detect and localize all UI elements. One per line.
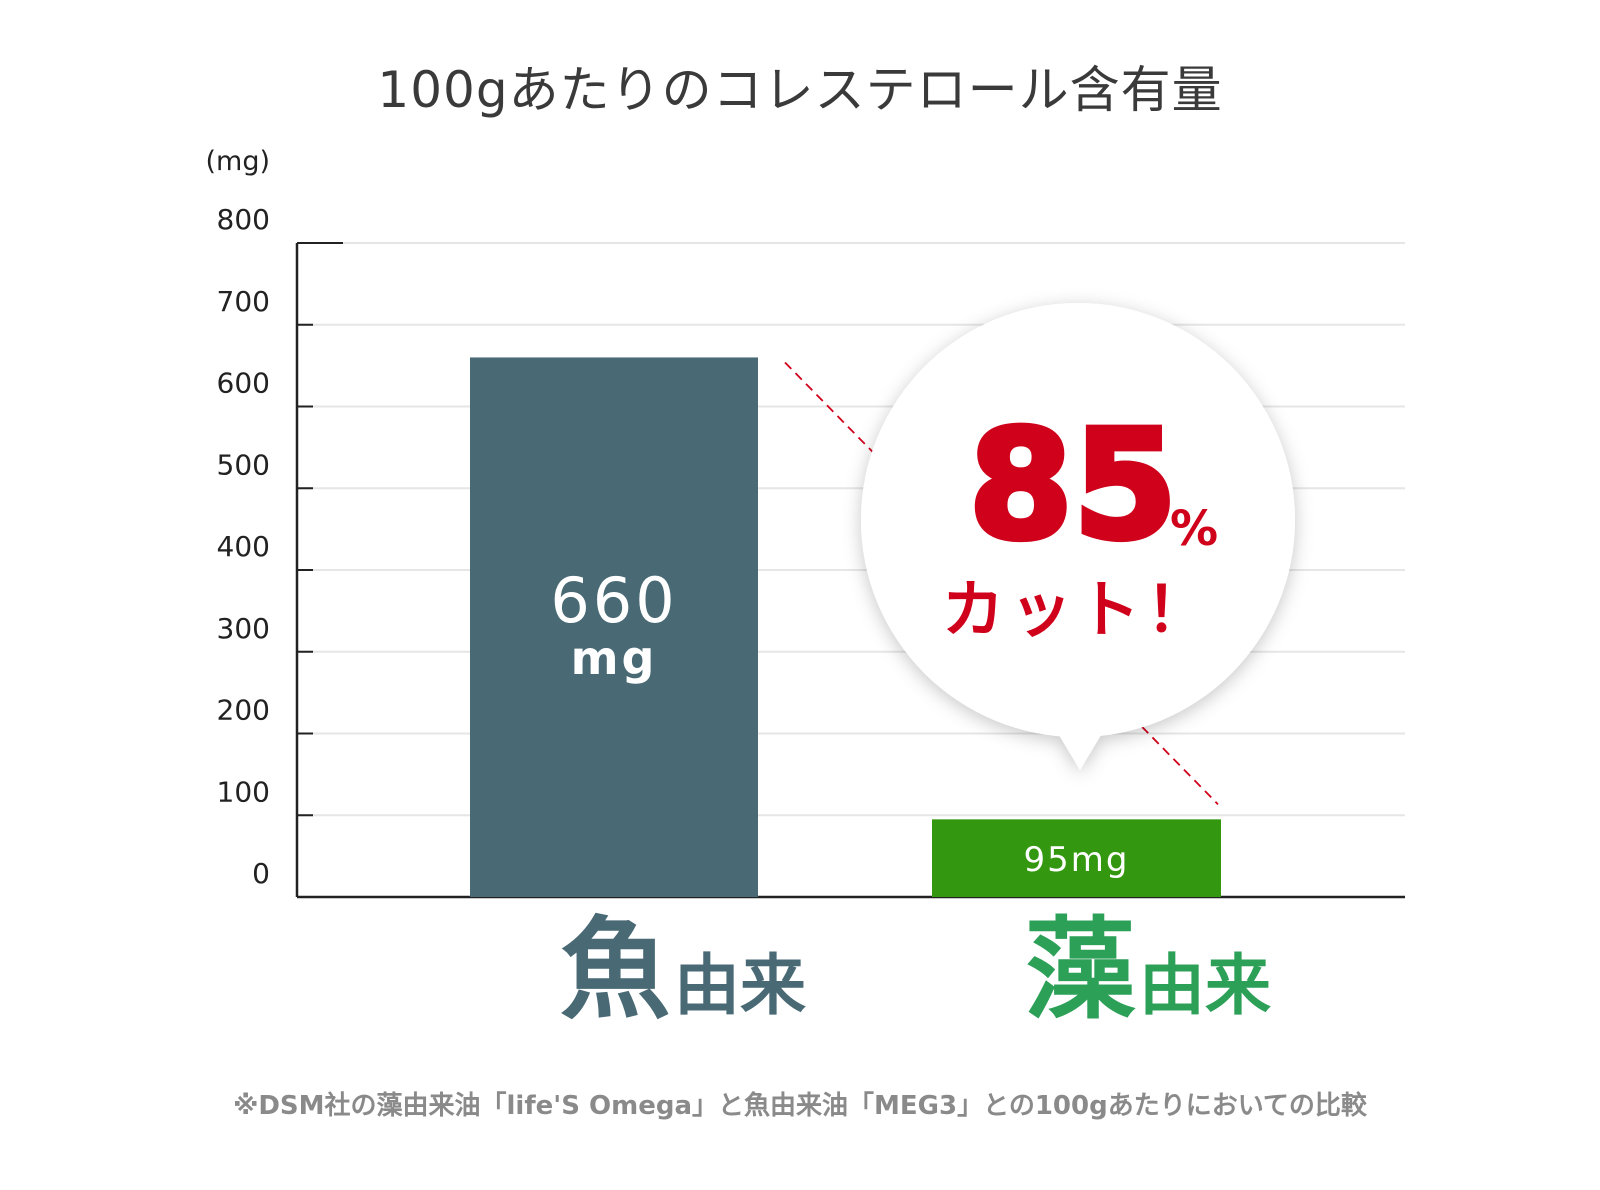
y-tick-label: 400	[217, 530, 270, 563]
bar-fish-value-label: 660	[550, 564, 677, 637]
category-label-algae-suffix: 由来	[1139, 947, 1271, 1024]
y-tick-label: 200	[217, 694, 270, 727]
callout-percent-sign: %	[1170, 501, 1218, 557]
callout-percent-value: 85	[969, 399, 1178, 573]
chart-title: 100gあたりのコレステロール含有量	[377, 61, 1223, 119]
callout-bubble	[861, 303, 1295, 770]
reduction-dashed-line	[784, 361, 1219, 805]
callout-pointer	[1050, 720, 1110, 770]
bar-algae-value-label: 95mg	[1024, 840, 1130, 880]
y-axis-unit-label: (mg)	[205, 146, 270, 177]
category-label-algae-main: 藻	[1025, 906, 1135, 1034]
y-tick-label: 300	[217, 612, 270, 645]
y-tick-label: 100	[217, 775, 270, 808]
category-label-fish: 魚由来	[560, 915, 806, 1025]
bar-algae	[932, 819, 1221, 897]
y-tick-label: 800	[217, 203, 270, 236]
category-label-fish-main: 魚	[560, 906, 670, 1034]
bar-fish-unit-label: mg	[571, 631, 658, 685]
category-label-algae: 藻由来	[1025, 915, 1271, 1025]
y-tick-label: 600	[217, 367, 270, 400]
y-tick-label: 700	[217, 285, 270, 318]
bar-fish	[470, 357, 758, 897]
footnote: ※DSM社の藻由来油「life'S Omega」と魚由来油「MEG3」との100…	[233, 1091, 1367, 1121]
callout-cut-text: カット！	[942, 573, 1214, 646]
callout-circle	[861, 303, 1295, 737]
y-tick-label: 0	[252, 857, 270, 890]
y-tick-label: 500	[217, 448, 270, 481]
category-label-fish-suffix: 由来	[674, 947, 806, 1024]
